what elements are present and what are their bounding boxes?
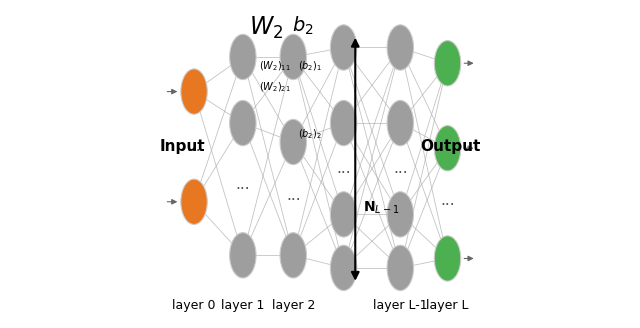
- Text: ...: ...: [187, 139, 202, 154]
- Ellipse shape: [280, 119, 307, 165]
- Text: $b_2$: $b_2$: [292, 14, 314, 37]
- Ellipse shape: [435, 126, 461, 171]
- Text: $(W_2)_{21}$: $(W_2)_{21}$: [259, 80, 291, 94]
- Text: Output: Output: [420, 139, 481, 154]
- Ellipse shape: [330, 100, 357, 146]
- Ellipse shape: [387, 245, 413, 291]
- Ellipse shape: [387, 100, 413, 146]
- Ellipse shape: [435, 236, 461, 281]
- Ellipse shape: [181, 179, 207, 224]
- Text: ...: ...: [336, 161, 351, 176]
- Text: $(b_2)_1$: $(b_2)_1$: [298, 60, 322, 73]
- Text: layer 1: layer 1: [221, 299, 264, 312]
- Ellipse shape: [181, 69, 207, 114]
- Text: ...: ...: [236, 177, 250, 192]
- Ellipse shape: [230, 233, 256, 278]
- Text: ...: ...: [286, 188, 301, 203]
- Ellipse shape: [435, 41, 461, 86]
- Text: $(W_2)_{11}$: $(W_2)_{11}$: [259, 60, 291, 73]
- Ellipse shape: [330, 245, 357, 291]
- Text: ...: ...: [440, 193, 455, 208]
- Text: layer 2: layer 2: [271, 299, 315, 312]
- Text: layer L-1: layer L-1: [373, 299, 428, 312]
- Ellipse shape: [280, 233, 307, 278]
- Ellipse shape: [387, 192, 413, 237]
- Ellipse shape: [230, 34, 256, 80]
- Text: $W_2$: $W_2$: [250, 14, 284, 41]
- Text: layer 0: layer 0: [172, 299, 216, 312]
- Ellipse shape: [330, 25, 357, 70]
- Ellipse shape: [280, 34, 307, 80]
- Ellipse shape: [330, 192, 357, 237]
- Text: layer L: layer L: [426, 299, 468, 312]
- Ellipse shape: [230, 100, 256, 146]
- Text: Input: Input: [159, 139, 205, 154]
- Ellipse shape: [387, 25, 413, 70]
- Text: $\mathbf{N}_{L-1}$: $\mathbf{N}_{L-1}$: [362, 200, 399, 216]
- Text: ...: ...: [393, 161, 408, 176]
- Text: $(b_2)_2$: $(b_2)_2$: [298, 127, 322, 141]
